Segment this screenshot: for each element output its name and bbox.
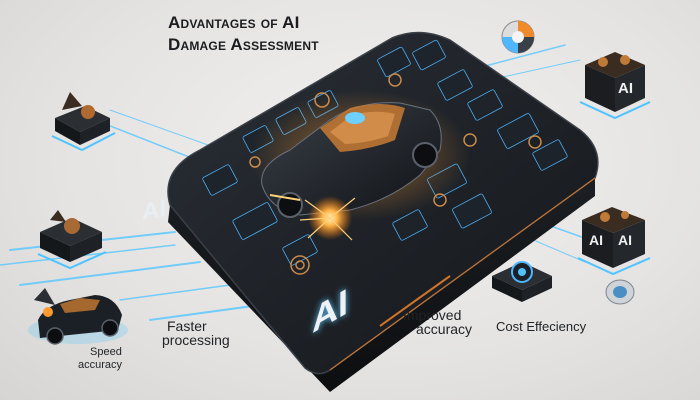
label-speed: Speed (90, 346, 122, 358)
gauge-icon (501, 20, 535, 54)
title-line-1: Advantages of AI (168, 13, 300, 32)
platform-ai-badge-left: AI (142, 194, 166, 227)
label-faster: Faster (167, 318, 207, 334)
engine-module-left (37, 210, 107, 270)
fan-icon (605, 279, 635, 305)
module-ai-label-top-right: AI (618, 80, 633, 97)
module-ai-label-right-1: AI (589, 232, 603, 248)
label-cost-efficiency: Cost Effeciency (496, 319, 587, 334)
label-improved: Improved (403, 307, 462, 323)
label-processing: processing (162, 332, 230, 348)
label-accuracy: accuracy (416, 321, 473, 337)
label-speed-accuracy: accuracy (78, 359, 123, 371)
platform-edge-glow (329, 177, 596, 371)
damaged-car-module-top-left (51, 92, 116, 152)
spark-rays (299, 197, 356, 241)
ai-chip-module-top-right (579, 52, 651, 120)
platform-side (168, 178, 595, 392)
damaged-car-bottom-left (28, 288, 128, 345)
ai-chip-module-right (577, 207, 651, 276)
processor-device (492, 261, 552, 302)
sedan-car (261, 102, 442, 218)
module-ai-label-right-2: AI (618, 232, 632, 248)
platform-side-glow (379, 275, 451, 327)
title-line-2: Damage Assessment (168, 35, 319, 54)
